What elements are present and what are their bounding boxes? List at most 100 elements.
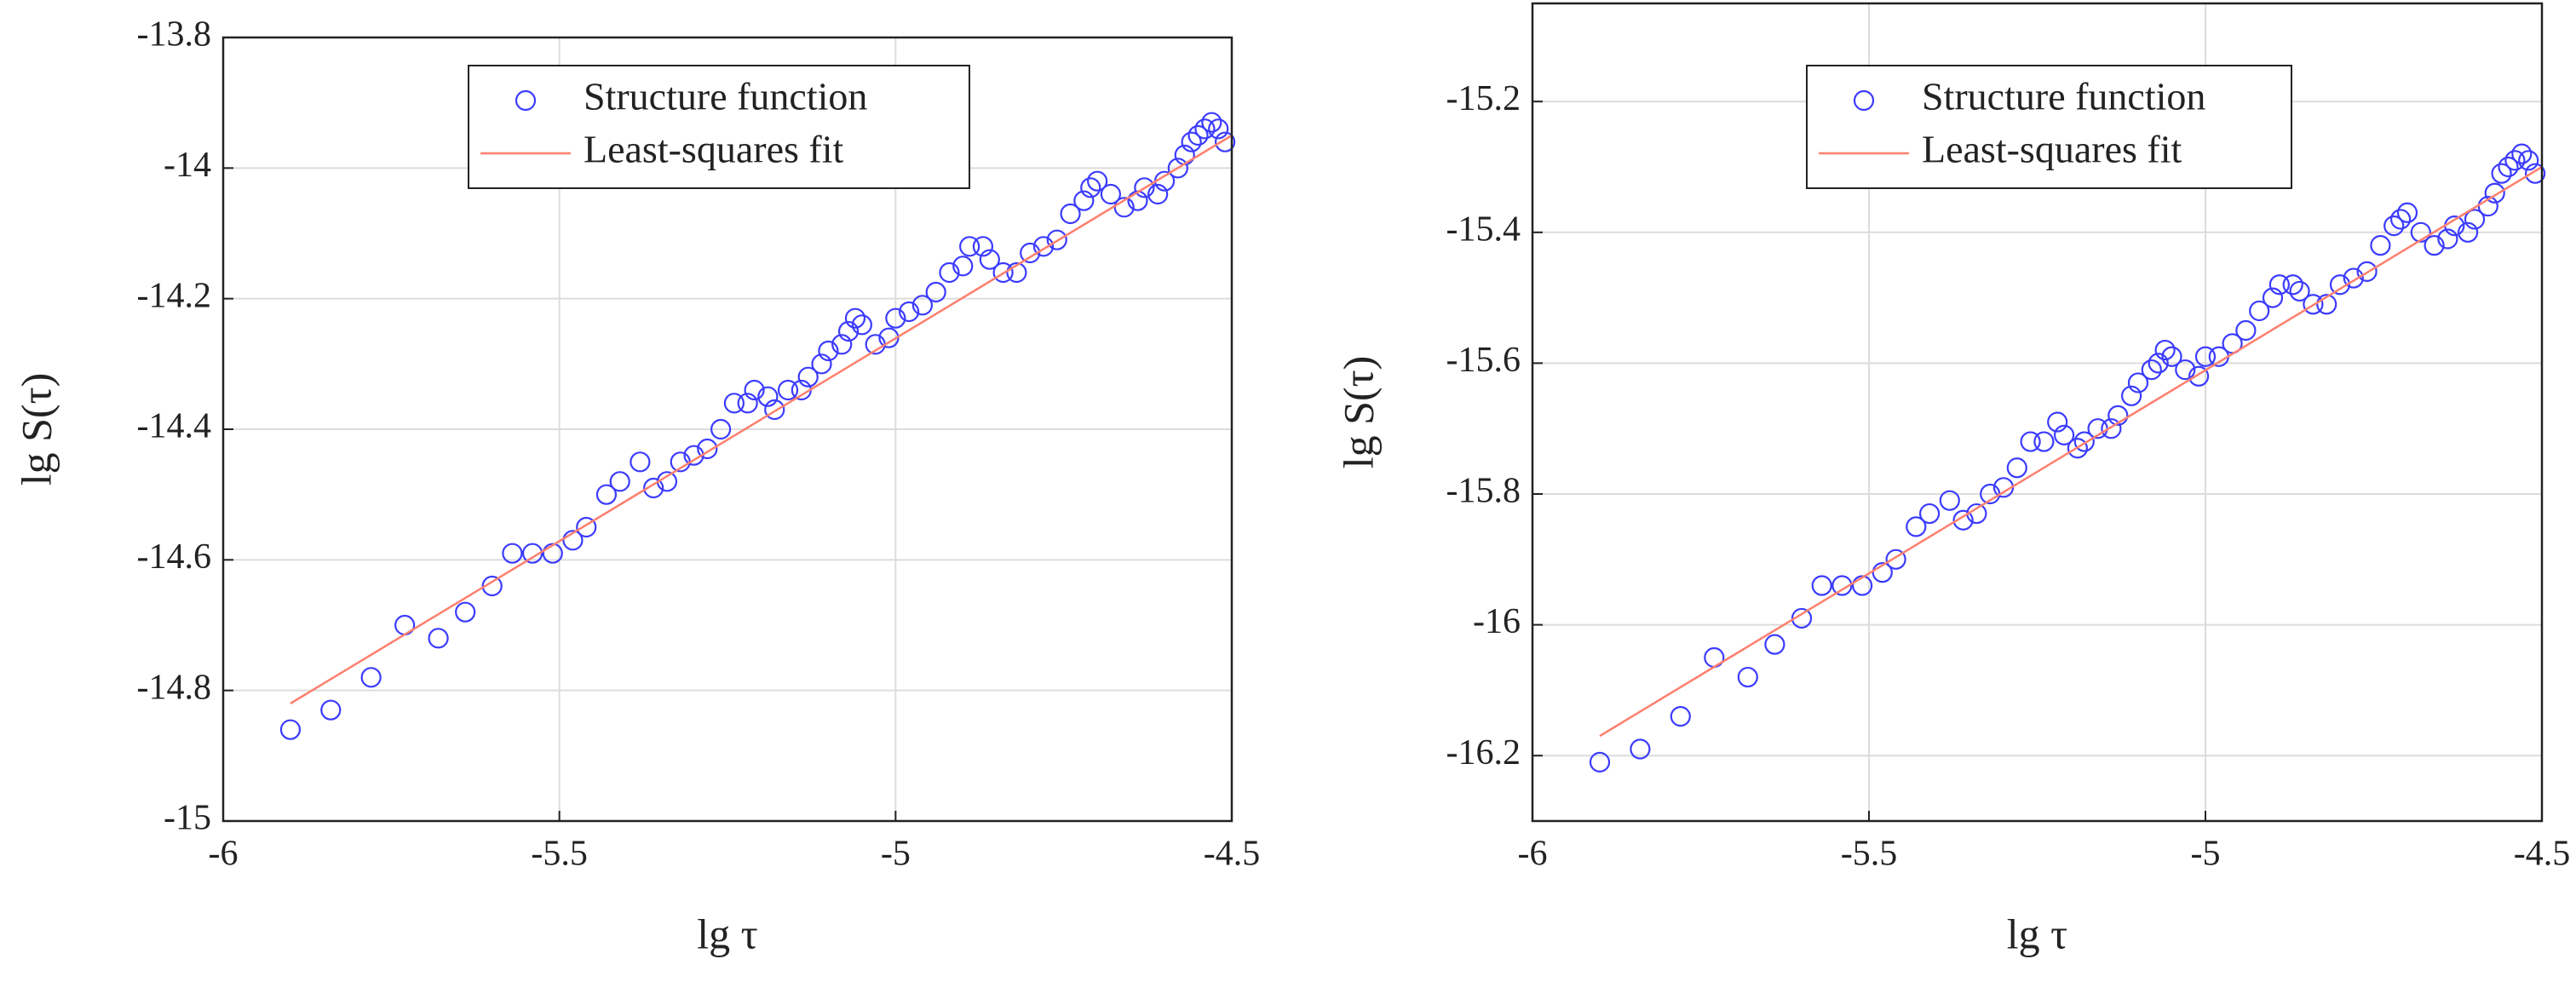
data-point (2127, 372, 2149, 393)
data-point (992, 261, 1014, 284)
data-point (2175, 359, 2196, 381)
legend-marker (1853, 89, 1875, 112)
data-point (2525, 163, 2546, 184)
data-point (737, 393, 758, 414)
y-tick-label: -14.8 (137, 668, 212, 707)
data-point (1073, 190, 1095, 211)
data-point (1791, 607, 1813, 629)
data-point (2458, 221, 2479, 243)
y-tick-label: -15 (164, 799, 211, 838)
data-point (521, 543, 543, 564)
data-point (1167, 158, 1188, 179)
data-point (1906, 516, 1927, 537)
data-point (2316, 294, 2337, 315)
fit-line (290, 134, 1232, 705)
data-point (1589, 751, 1611, 772)
y-axis-title: lg S(τ) (1334, 356, 1382, 469)
data-point (2518, 150, 2539, 171)
data-point (797, 366, 819, 388)
data-point (1181, 131, 1202, 152)
data-point (1208, 118, 1229, 140)
data-point (939, 261, 960, 284)
data-point (320, 699, 342, 721)
data-point (723, 393, 745, 414)
y-tick-label: -15.2 (1446, 79, 1521, 118)
data-point (2410, 221, 2431, 243)
x-axis-title: lg τ (697, 910, 757, 957)
data-point (630, 451, 651, 473)
legend-label: Least-squares fit (1922, 128, 2182, 171)
data-point (643, 477, 664, 499)
legend-box (468, 65, 970, 189)
data-point (2148, 353, 2169, 374)
x-tick-label: -6 (1518, 835, 1548, 874)
fit-line (1599, 165, 2542, 738)
data-point (1872, 562, 1893, 583)
plot-frame (1531, 2, 2544, 823)
data-point (710, 418, 732, 440)
data-point (1046, 229, 1067, 250)
data-point (1194, 118, 1216, 140)
data-point (2262, 287, 2284, 308)
data-point (811, 353, 832, 375)
x-tick-label: -5 (2191, 835, 2221, 874)
data-point (2121, 385, 2142, 406)
data-point (2047, 411, 2068, 433)
data-point (2154, 339, 2176, 361)
data-point (1215, 131, 1236, 152)
data-point (851, 314, 872, 336)
data-point (1670, 706, 1691, 727)
data-point (979, 249, 1000, 270)
data-point (972, 236, 994, 257)
data-point (2396, 202, 2418, 223)
data-point (1147, 183, 1169, 205)
data-point (1020, 242, 1041, 264)
y-tick-label: -15.6 (1446, 341, 1521, 380)
data-point (1852, 575, 1873, 596)
data-point (502, 543, 523, 564)
data-point (428, 628, 449, 649)
y-tick-label: -13.8 (137, 15, 212, 55)
data-point (542, 543, 563, 564)
data-point (1919, 502, 1941, 525)
data-point (837, 320, 860, 342)
data-point (1630, 738, 1651, 760)
data-point (1764, 634, 1785, 655)
data-point (576, 516, 597, 538)
data-point (2424, 235, 2445, 256)
data-point (1939, 490, 1960, 511)
data-point (1006, 261, 1027, 284)
data-point (2504, 150, 2526, 171)
data-point (2033, 431, 2055, 452)
y-tick-label: -15.8 (1446, 472, 1521, 511)
data-point (2484, 182, 2505, 204)
data-point (757, 386, 779, 407)
data-point (818, 340, 839, 362)
data-point (2390, 209, 2412, 230)
x-tick-label: -6 (209, 835, 239, 874)
data-point (2235, 319, 2257, 342)
data-point (481, 575, 503, 597)
data-point (2194, 346, 2217, 367)
data-point (2289, 280, 2310, 302)
legend-box (1806, 65, 2292, 189)
data-point (2188, 365, 2210, 387)
data-point (1811, 575, 1832, 596)
data-point (2437, 228, 2458, 250)
data-point (2006, 457, 2027, 479)
x-tick-label: -5 (881, 835, 911, 874)
data-point (1032, 236, 1055, 257)
data-point (360, 667, 382, 688)
data-point (2329, 274, 2351, 296)
data-point (2054, 424, 2075, 445)
data-point (2356, 261, 2378, 282)
data-point (952, 256, 974, 277)
data-point (2303, 294, 2324, 315)
data-point (2249, 300, 2270, 322)
legend-label: Structure function (1922, 75, 2205, 118)
data-point (1087, 170, 1108, 192)
data-point (1187, 124, 1209, 146)
data-point (831, 334, 853, 355)
data-point (911, 295, 934, 316)
